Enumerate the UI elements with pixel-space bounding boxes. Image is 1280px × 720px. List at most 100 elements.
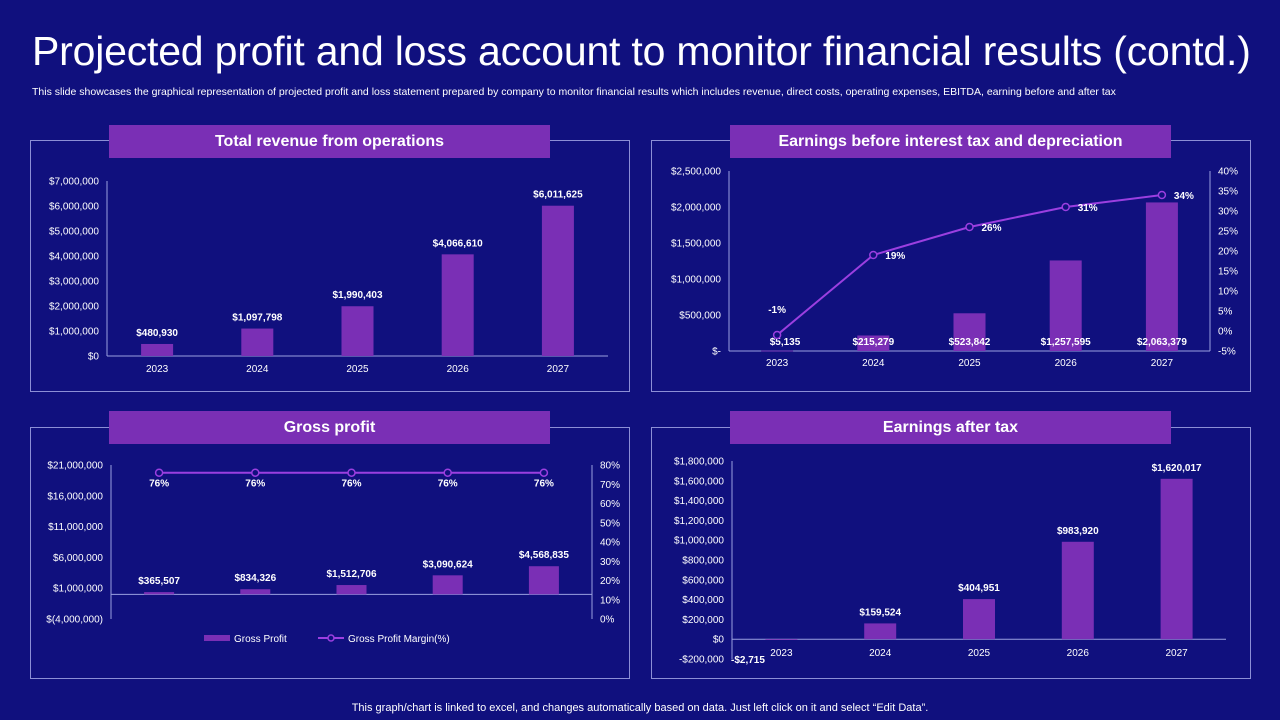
y2-tick-label: 10% <box>600 595 620 606</box>
x-tick-label: 2027 <box>1165 648 1188 659</box>
y-tick-label: $1,000,000 <box>53 584 103 595</box>
legend-bar-swatch <box>204 635 230 641</box>
bar-data-label: $1,097,798 <box>232 313 282 324</box>
bar <box>953 313 986 351</box>
y2-tick-label: 5% <box>1218 307 1233 318</box>
y-tick-label: $21,000,000 <box>47 461 103 472</box>
line-point <box>772 330 782 340</box>
y-tick-label: $- <box>712 347 721 358</box>
x-tick-label: 2026 <box>1067 648 1090 659</box>
y-tick-label: $0 <box>713 635 725 646</box>
x-tick-label: 2024 <box>862 358 885 369</box>
y-tick-label: $600,000 <box>682 575 724 586</box>
y-tick-label: $1,000,000 <box>49 327 99 338</box>
y2-tick-label: -5% <box>1218 347 1236 358</box>
x-tick-label: 2023 <box>146 364 169 375</box>
bar <box>1049 260 1082 351</box>
y-tick-label: $2,000,000 <box>49 302 99 313</box>
line-data-label: 19% <box>885 251 905 262</box>
y2-tick-label: 20% <box>600 576 620 587</box>
bar-data-label: $5,135 <box>770 337 801 348</box>
line-data-label: 26% <box>982 223 1002 234</box>
footer-note: This graph/chart is linked to excel, and… <box>351 702 929 714</box>
bar <box>1145 202 1178 351</box>
y2-tick-label: 0% <box>1218 327 1233 338</box>
bar <box>765 639 798 640</box>
bar-data-label: $834,326 <box>234 573 276 584</box>
bar-data-label: $215,279 <box>852 337 894 348</box>
x-tick-label: 2025 <box>346 364 369 375</box>
ebitda-chart-title: Earnings before interest tax and depreci… <box>730 125 1171 158</box>
bar <box>141 343 174 356</box>
x-tick-label: 2027 <box>547 364 570 375</box>
bar <box>240 589 271 595</box>
y2-tick-label: 80% <box>600 461 620 472</box>
line-data-label: 31% <box>1078 203 1098 214</box>
gross-profit-chart: $(4,000,000) $1,000,000 $6,000,000 $11,000,… <box>46 461 620 646</box>
line-data-label: -1% <box>768 305 786 316</box>
y-tick-label: $2,000,000 <box>671 203 721 214</box>
bar-data-label: $159,524 <box>859 607 901 618</box>
bar-data-label: $404,951 <box>958 583 1000 594</box>
y-tick-label: $1,200,000 <box>674 516 724 527</box>
line-data-label: 76% <box>245 479 265 490</box>
bar-data-label: $4,066,610 <box>433 238 483 249</box>
bar <box>963 599 995 640</box>
bar <box>1160 478 1193 640</box>
y2-tick-label: 40% <box>1218 167 1238 178</box>
ebitda-chart: $- $500,000 $1,000,000 $1,500,000 $2,000,000… <box>671 167 1238 370</box>
line-point <box>1061 202 1070 212</box>
bar-data-label: $1,512,706 <box>326 569 376 580</box>
bar <box>864 623 897 640</box>
line-data-label: 76% <box>438 479 458 490</box>
y2-tick-label: 25% <box>1218 227 1238 238</box>
bar <box>441 254 474 356</box>
gross-profit-chart-title: Gross profit <box>109 411 550 444</box>
bar-data-label: $983,920 <box>1057 526 1099 537</box>
y-tick-label: $6,000,000 <box>49 202 99 213</box>
y-tick-label: $1,800,000 <box>674 457 724 468</box>
legend-label: Gross Profit Margin(%) <box>348 634 450 645</box>
y-tick-label: $1,500,000 <box>671 239 721 250</box>
bar-data-label: $3,090,624 <box>423 559 473 570</box>
y-tick-label: $6,000,000 <box>53 553 103 564</box>
y2-tick-label: 40% <box>600 538 620 549</box>
line-point <box>965 222 974 232</box>
revenue-chart: $0 $1,000,000 $2,000,000 $3,000,000 $4,000,0… <box>49 177 608 375</box>
x-tick-label: 2024 <box>246 364 269 375</box>
bar <box>144 592 175 595</box>
bar <box>857 335 890 351</box>
line-point <box>443 468 452 477</box>
y-tick-label: $400,000 <box>682 595 724 606</box>
bar-data-label: $6,011,625 <box>533 190 583 201</box>
x-tick-label: 2027 <box>1151 358 1174 369</box>
bar-data-label: $1,620,017 <box>1152 463 1202 474</box>
y-tick-label: $5,000,000 <box>49 227 99 238</box>
eat-chart: -$200,000 $0 $200,000 $400,000 $600,000 $800,… <box>674 457 1226 666</box>
line-point <box>869 250 878 260</box>
y-tick-label: $3,000,000 <box>49 277 99 288</box>
bar-data-label: $4,568,835 <box>519 550 569 561</box>
y-tick-label: $0 <box>88 352 100 363</box>
y-tick-label: $16,000,000 <box>47 491 103 502</box>
bar <box>336 585 367 595</box>
y2-tick-label: 15% <box>1218 267 1238 278</box>
legend-label: Gross Profit <box>234 634 287 645</box>
y2-tick-label: 10% <box>1218 287 1238 298</box>
line-data-label: 76% <box>341 479 361 490</box>
y-tick-label: $200,000 <box>682 615 724 626</box>
bar-data-label: -$2,715 <box>731 655 765 666</box>
y-tick-label: $1,600,000 <box>674 476 724 487</box>
y-tick-label: $1,000,000 <box>671 275 721 286</box>
y-tick-label: -$200,000 <box>679 655 724 666</box>
bar <box>1061 541 1094 640</box>
y2-tick-label: 35% <box>1218 187 1238 198</box>
bar-data-label: $523,842 <box>949 337 991 348</box>
x-tick-label: 2026 <box>447 364 470 375</box>
bar <box>761 350 794 352</box>
y-tick-label: $1,000,000 <box>674 536 724 547</box>
bar-data-label: $1,257,595 <box>1041 337 1091 348</box>
y-tick-label: $7,000,000 <box>49 177 99 188</box>
page-title: Projected profit and loss account to mon… <box>32 28 1251 74</box>
x-tick-label: 2023 <box>766 358 789 369</box>
